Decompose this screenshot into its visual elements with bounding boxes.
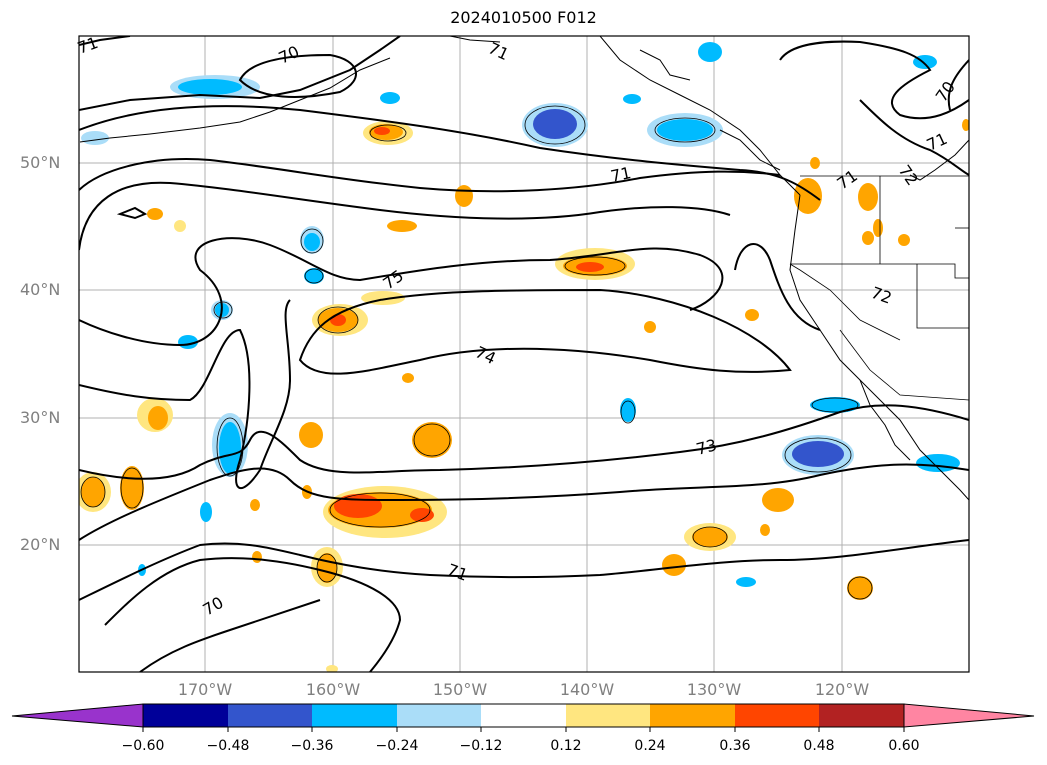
colorbar-segment (819, 704, 904, 727)
lat-label: 30°N (20, 408, 61, 427)
colorbar-segment (735, 704, 819, 727)
colorbar-segment (312, 704, 397, 727)
contour-label: 73 (694, 435, 719, 459)
colorbar-tick-label: −0.24 (375, 738, 419, 754)
colorbar-segment (228, 704, 312, 727)
contour-label: 71 (609, 163, 633, 186)
colorbar-low-arrow (11, 703, 144, 728)
blob-outlines (80, 105, 873, 600)
colorbar-tick-label: 0.60 (888, 738, 920, 754)
colorbar-tick-label: −0.12 (459, 738, 503, 754)
colorbar-high-arrow (903, 703, 1035, 728)
colorbar-tick-label: −0.48 (206, 738, 250, 754)
colorbar-segment (481, 704, 566, 727)
coastlines (79, 36, 969, 501)
lat-label: 20°N (20, 535, 61, 554)
colorbar-segment (397, 704, 481, 727)
colorbar-tick-label: −0.60 (121, 738, 165, 754)
borders (789, 175, 969, 401)
colorbar-tick-label: 0.12 (550, 738, 582, 754)
height-contours (79, 36, 969, 672)
lon-label: 170°W (177, 680, 233, 699)
colorbar-tick-label: −0.36 (290, 738, 334, 754)
map-title: 2024010500 F012 (450, 8, 597, 27)
lon-label: 160°W (305, 680, 361, 699)
colorbar-frame (142, 703, 905, 728)
lon-label: 150°W (432, 680, 488, 699)
colorbar-tick-label: 0.36 (719, 738, 751, 754)
colorbar-segment (650, 704, 735, 727)
lat-label: 40°N (20, 280, 61, 299)
map-background (79, 36, 969, 672)
colorbar-tick-label: 0.48 (803, 738, 835, 754)
gridlines (79, 36, 969, 672)
lon-label: 130°W (686, 680, 742, 699)
lon-label: 120°W (814, 680, 870, 699)
colorbar-tick-label: 0.24 (634, 738, 666, 754)
map-frame (78, 35, 970, 673)
colorbar-segment (143, 704, 228, 727)
lon-label: 140°W (559, 680, 615, 699)
colorbar (11, 703, 1035, 732)
colorbar-segment (566, 704, 650, 727)
lat-label: 50°N (20, 153, 61, 172)
